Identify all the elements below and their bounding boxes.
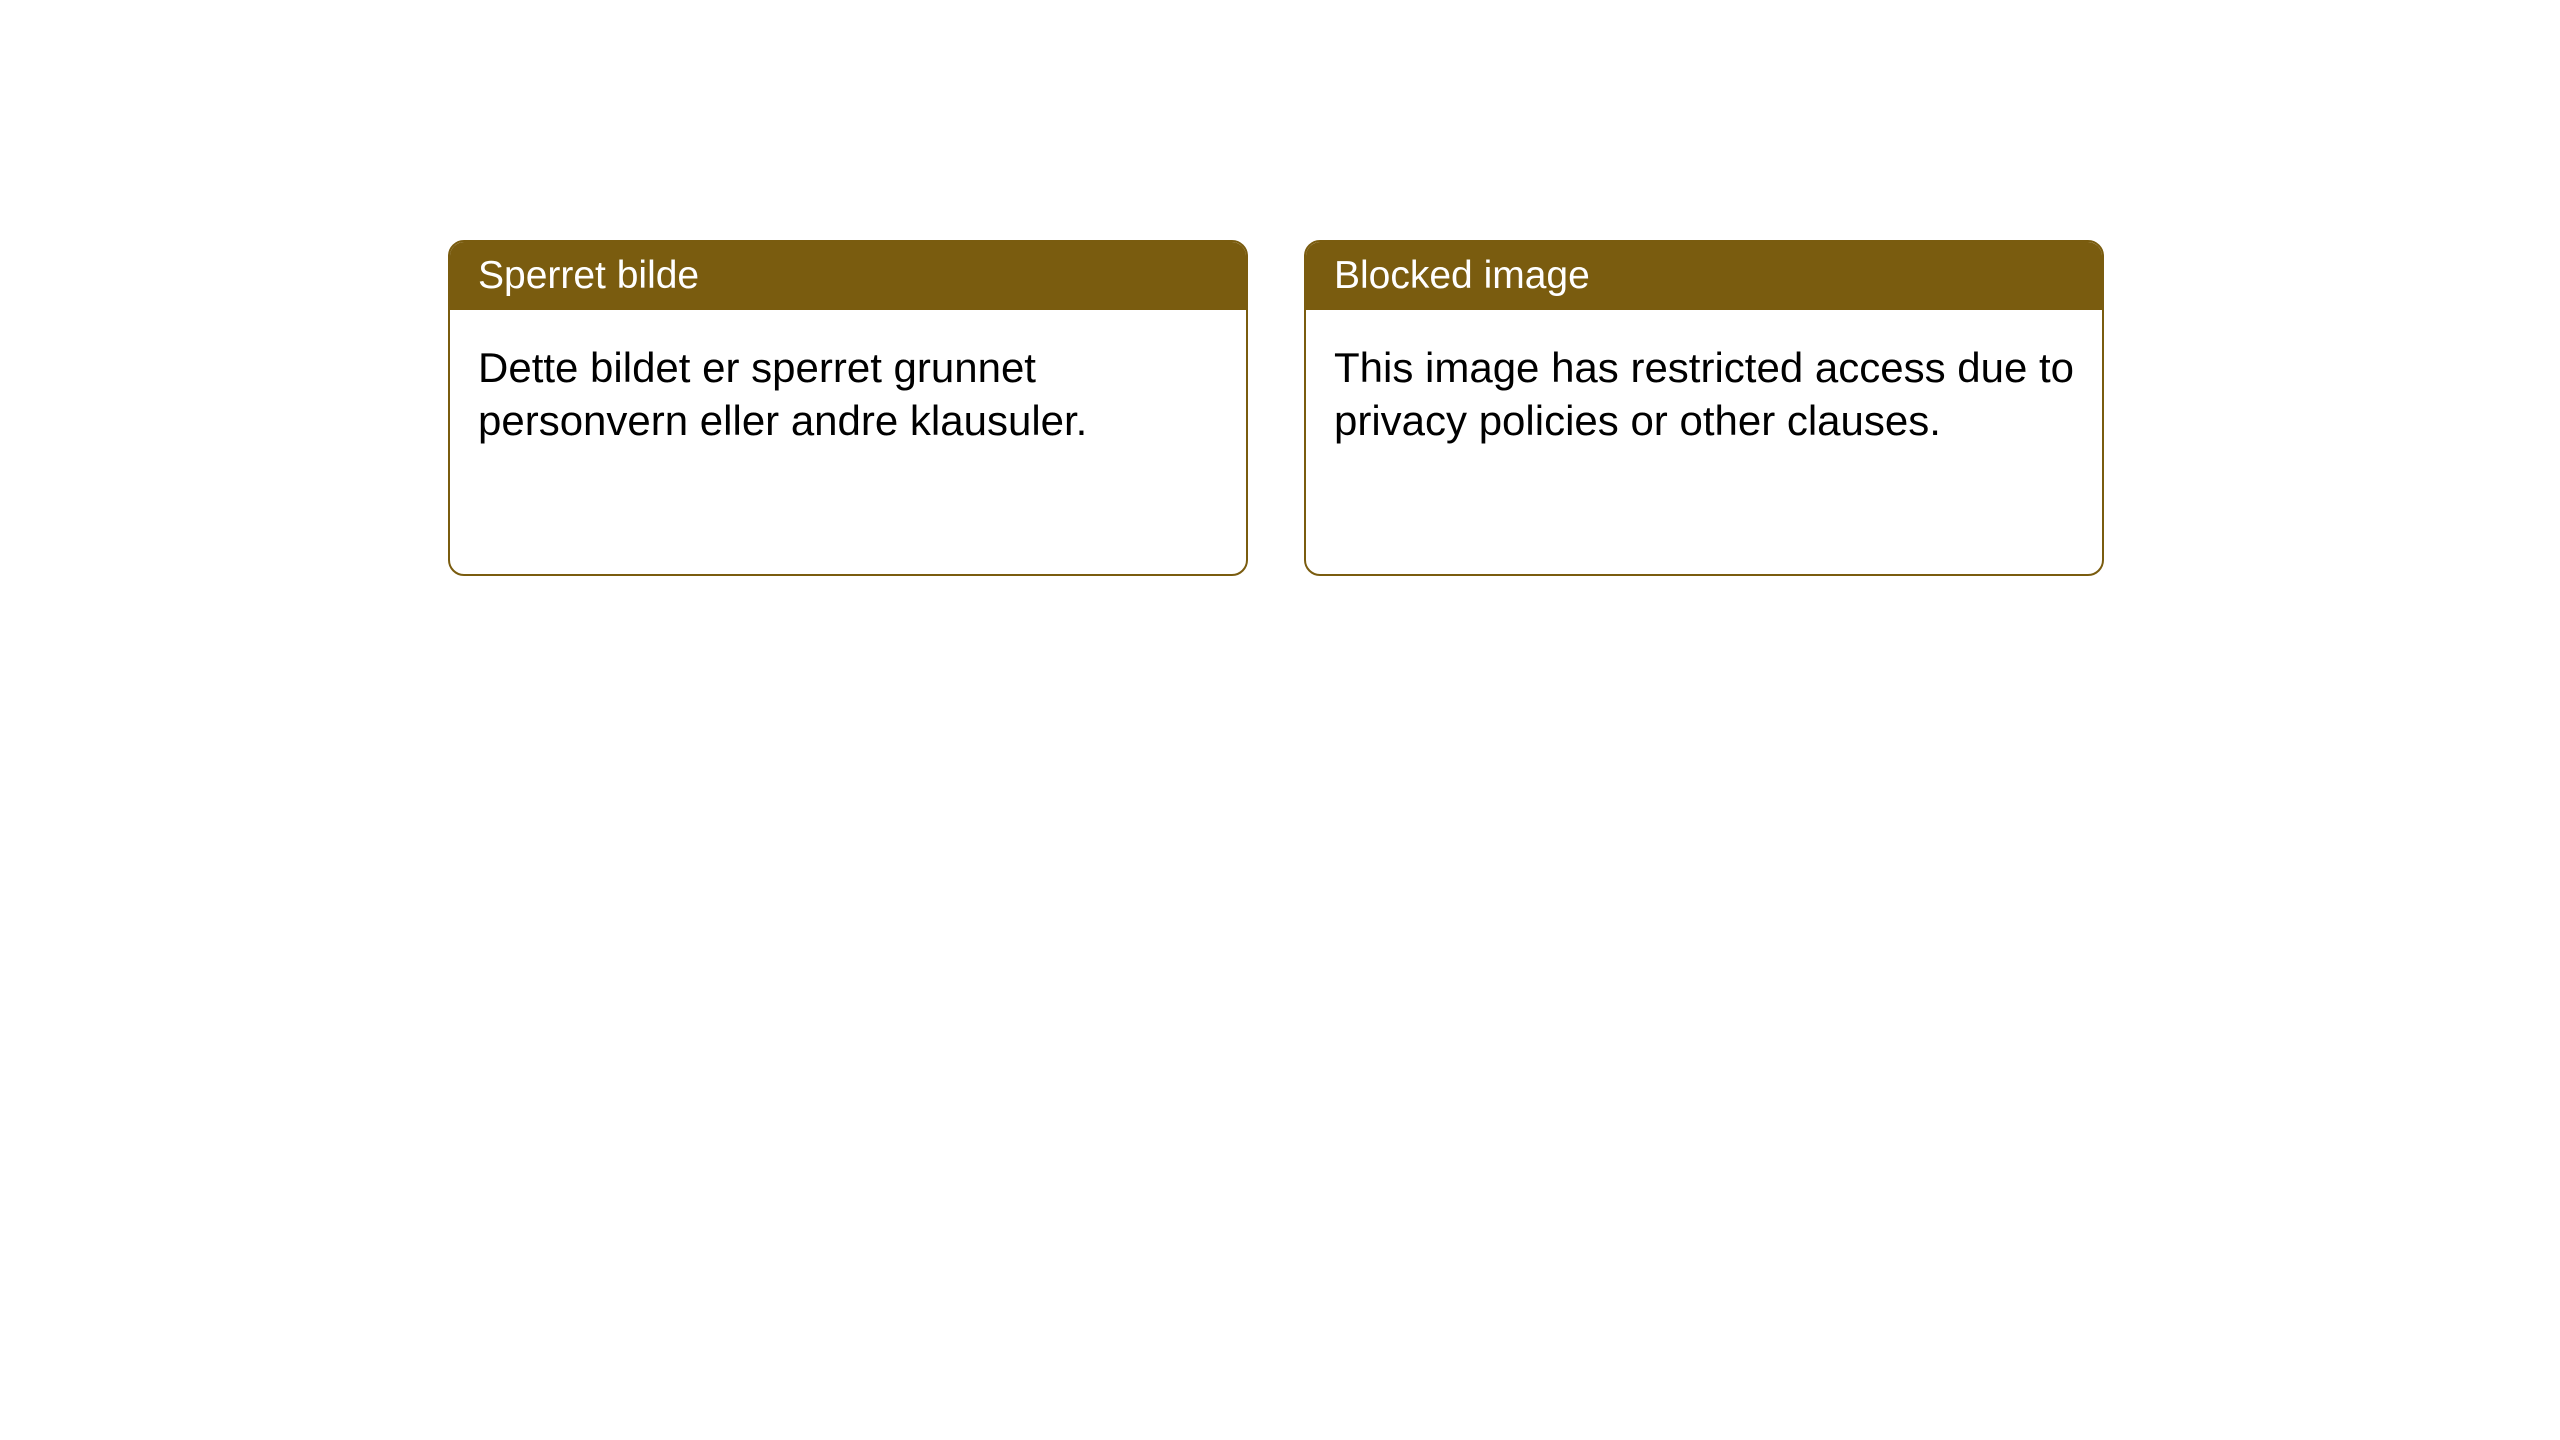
card-title: Sperret bilde	[450, 242, 1246, 310]
notice-cards-container: Sperret bilde Dette bildet er sperret gr…	[448, 240, 2104, 576]
card-body-text: This image has restricted access due to …	[1306, 310, 2102, 479]
notice-card-english: Blocked image This image has restricted …	[1304, 240, 2104, 576]
card-body-text: Dette bildet er sperret grunnet personve…	[450, 310, 1246, 479]
notice-card-norwegian: Sperret bilde Dette bildet er sperret gr…	[448, 240, 1248, 576]
card-title: Blocked image	[1306, 242, 2102, 310]
